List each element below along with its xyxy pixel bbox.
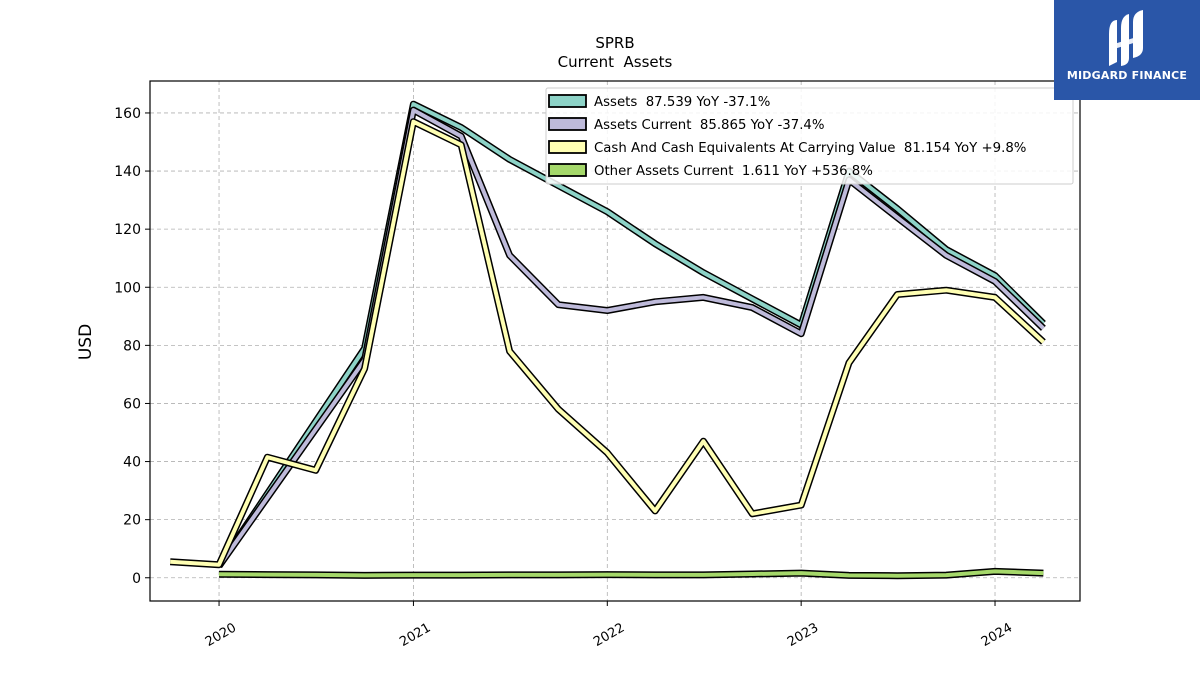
x-tick-label: 2020	[203, 620, 239, 650]
y-tick-label: 40	[123, 455, 141, 471]
series-4	[218, 567, 1044, 580]
legend-label: Assets 87.539 YoY -37.1%	[594, 95, 770, 110]
y-tick-label: 0	[132, 571, 141, 587]
legend-label: Cash And Cash Equivalents At Carrying Va…	[594, 141, 1026, 156]
series-1	[216, 100, 1046, 569]
legend: Assets 87.539 YoY -37.1% Assets Current 8…	[545, 87, 1074, 185]
y-tick-label: 140	[114, 164, 141, 180]
x-tick-label: 2021	[397, 620, 433, 650]
series-3	[169, 118, 1046, 569]
legend-box	[545, 87, 1074, 185]
series-line	[217, 108, 1045, 568]
legend-label: Assets Current 85.865 YoY -37.4%	[594, 118, 825, 133]
legend-swatch	[548, 140, 587, 154]
series-layer	[169, 100, 1046, 580]
brand-name: MIDGARD FINANCE	[1066, 69, 1188, 82]
x-tick-label: 2024	[979, 620, 1015, 650]
plot-area	[149, 80, 1081, 602]
x-tick-label: 2023	[785, 620, 821, 650]
legend-swatch	[548, 94, 587, 108]
series-line	[217, 102, 1045, 568]
y-tick-label: 160	[114, 106, 141, 122]
chart-title: SPRB	[595, 34, 634, 52]
y-tick-label: 20	[123, 513, 141, 529]
y-tick-label: 120	[114, 222, 141, 238]
y-tick-label: 60	[123, 396, 141, 412]
midgard-logo-icon	[1109, 10, 1143, 66]
chart-subtitle: Current Assets	[558, 53, 673, 71]
legend-label: Other Assets Current 1.611 YoY +536.8%	[594, 164, 873, 179]
x-axis: 2020 2021 2022 2023 2024	[203, 601, 1015, 650]
legend-swatch	[548, 117, 587, 131]
y-axis: 0 20 40 60 80 100 120 140 160	[114, 106, 150, 587]
series-line-outline	[169, 118, 1046, 569]
y-tick-label: 80	[123, 338, 141, 354]
legend-swatch	[548, 163, 587, 177]
series-line	[170, 119, 1045, 567]
brand-logo: MIDGARD FINANCE	[1054, 0, 1200, 100]
y-axis-label: USD	[76, 324, 96, 360]
series-line	[218, 569, 1044, 578]
y-tick-label: 100	[114, 280, 141, 296]
x-tick-label: 2022	[591, 620, 627, 650]
series-2	[216, 106, 1046, 569]
